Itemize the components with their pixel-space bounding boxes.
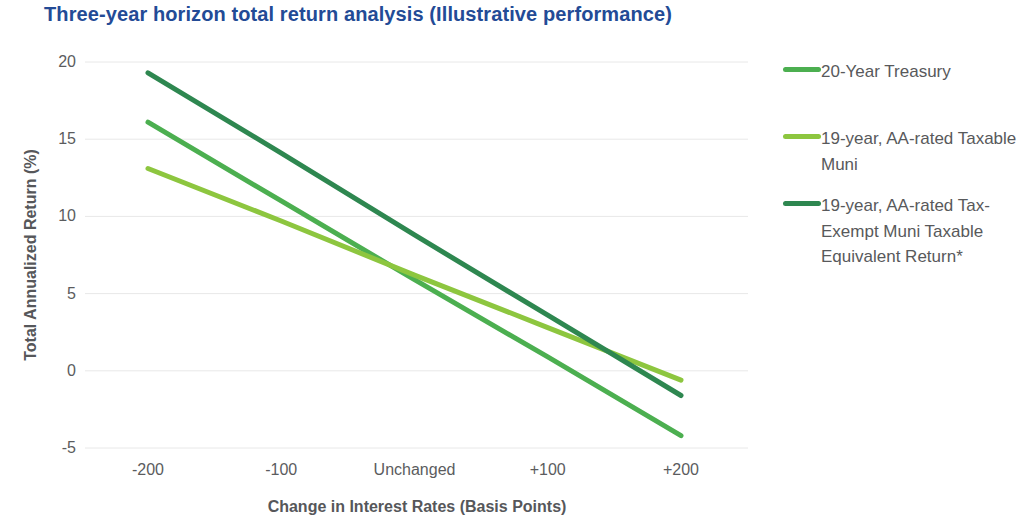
y-tick-label: 0 <box>0 362 76 380</box>
legend-item-treasury: 20-Year Treasury <box>783 59 1017 85</box>
legend-label: 20-Year Treasury <box>821 59 1017 85</box>
legend-label: 19-year, AA-rated Taxable Muni <box>821 126 1017 177</box>
x-tick-label: -100 <box>211 461 351 479</box>
y-tick-label: 20 <box>0 53 76 71</box>
tax-exempt-muni-line-swatch <box>783 201 821 206</box>
y-tick-label: 15 <box>0 130 76 148</box>
legend-item-tax-exempt-muni: 19-year, AA-rated Tax-Exempt Muni Taxabl… <box>783 193 1017 270</box>
x-tick-label: +200 <box>611 461 751 479</box>
taxable-muni-line-swatch <box>783 134 821 139</box>
y-tick-label: -5 <box>0 439 76 457</box>
x-tick-label: Unchanged <box>345 461 485 479</box>
series-line-0 <box>148 122 681 435</box>
y-axis-title: Total Annualized Return (%) <box>22 149 40 361</box>
series-line-2 <box>148 73 681 396</box>
legend-label: 19-year, AA-rated Tax-Exempt Muni Taxabl… <box>821 193 1017 270</box>
x-tick-label: +100 <box>478 461 618 479</box>
x-axis-title: Change in Interest Rates (Basis Points) <box>268 498 567 516</box>
legend-item-taxable-muni: 19-year, AA-rated Taxable Muni <box>783 126 1017 177</box>
treasury-line-swatch <box>783 67 821 72</box>
x-tick-label: -200 <box>78 461 218 479</box>
legend: 20-Year Treasury 19-year, AA-rated Taxab… <box>783 0 1019 300</box>
